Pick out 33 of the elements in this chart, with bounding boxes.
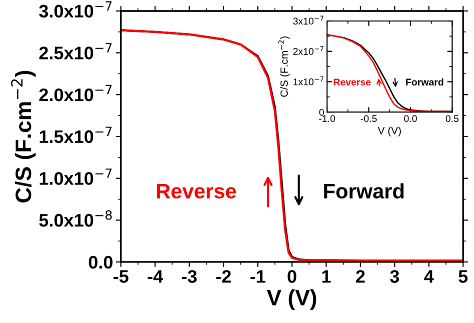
x-tick-label: 4 (424, 270, 434, 283)
annotation: Forward (324, 183, 404, 199)
y-tick-label: 3x10$^{−7}$ (293, 16, 324, 25)
x-axis-title: V (V) (378, 126, 401, 136)
y-tick-label: 5.0x10$^{−8}$ (39, 210, 112, 227)
x-tick-label: -0.5 (360, 115, 377, 122)
x-tick-label: 1 (322, 270, 331, 283)
x-tick-label: 3 (390, 270, 400, 283)
x-tick-label: -4 (148, 270, 164, 283)
annotation: Reverse (334, 78, 371, 86)
y-tick-label: 3.0x10$^{−7}$ (39, 1, 112, 18)
x-axis-title: V (V) (266, 289, 316, 310)
x-tick-label: -5 (114, 270, 128, 283)
annotation: Forward (406, 78, 444, 86)
y-tick-label: 1.0x10$^{−7}$ (40, 168, 112, 185)
y-tick-label: 0.0 (88, 256, 112, 269)
x-tick-label: 0.0 (404, 115, 417, 122)
y-axis-title: C/S (F.cm$^{−2}$) (10, 70, 36, 202)
x-tick-label: -3 (182, 270, 197, 283)
y-tick-label: 1x10$^{−7}$ (294, 76, 324, 86)
x-tick-label: 0.5 (446, 115, 459, 122)
annotation: Reverse (157, 184, 236, 199)
x-tick-label: 2 (356, 270, 365, 283)
y-tick-label: 2x10$^{−7}$ (293, 46, 324, 55)
x-tick-label: 5 (458, 270, 468, 283)
y-tick-label: 2.5x10$^{−7}$ (39, 43, 112, 60)
x-tick-label: -1.0 (319, 115, 336, 122)
x-tick-label: -1 (250, 270, 266, 283)
x-tick-label: -2 (216, 270, 231, 283)
y-axis-title: C/S (F.cm$^{−2}$) (278, 36, 290, 97)
y-tick-label: 2.0x10$^{−7}$ (39, 84, 112, 102)
y-tick-label: 0 (319, 108, 324, 116)
y-tick-label: 1.5x10$^{−7}$ (40, 126, 112, 144)
